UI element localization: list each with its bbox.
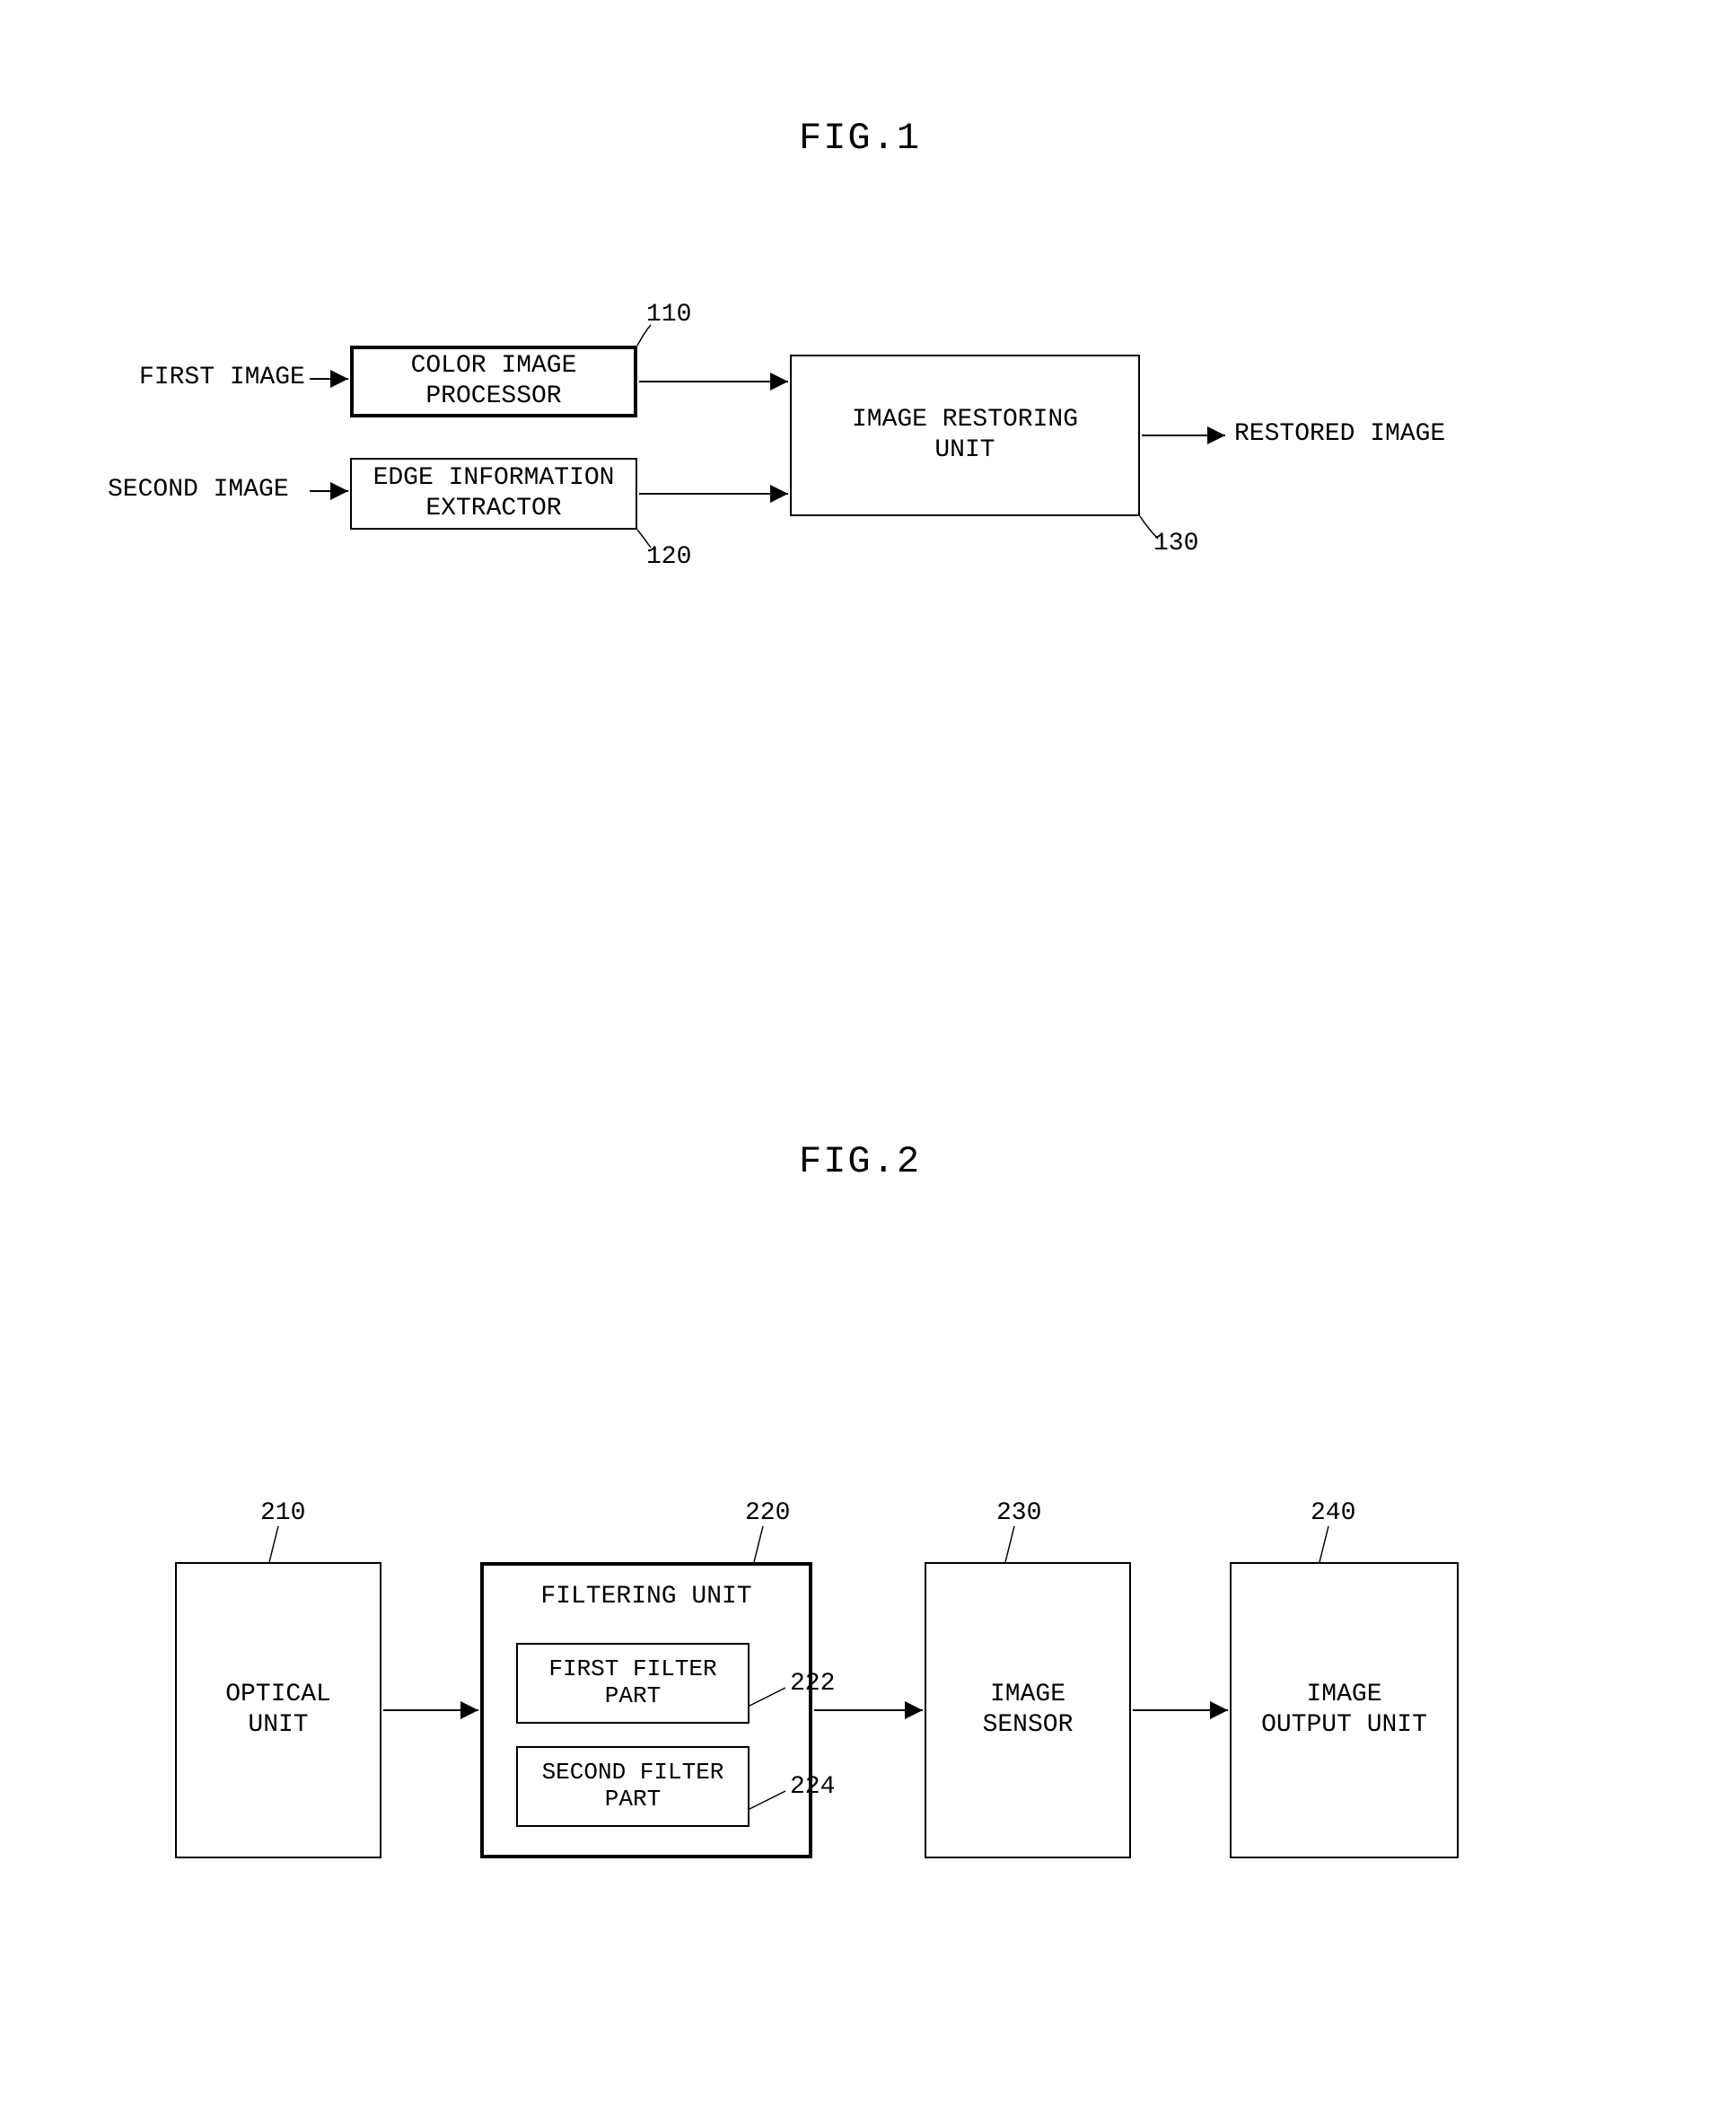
image-sensor-box: IMAGE SENSOR <box>925 1562 1131 1858</box>
image-output-unit-box: IMAGE OUTPUT UNIT <box>1230 1562 1459 1858</box>
first-filter-part-label: FIRST FILTER PART <box>548 1656 716 1710</box>
leader-240 <box>1320 1526 1328 1562</box>
leader-230 <box>1005 1526 1014 1562</box>
image-sensor-label: IMAGE SENSOR <box>983 1680 1074 1740</box>
ref-120: 120 <box>646 543 691 571</box>
image-restoring-unit-box: IMAGE RESTORING UNIT <box>790 355 1140 516</box>
image-output-unit-label: IMAGE OUTPUT UNIT <box>1261 1680 1427 1740</box>
first-image-label: FIRST IMAGE <box>139 364 305 391</box>
optical-unit-box: OPTICAL UNIT <box>175 1562 381 1858</box>
optical-unit-label: OPTICAL UNIT <box>225 1680 331 1740</box>
ref-230: 230 <box>996 1499 1041 1527</box>
ref-130: 130 <box>1153 530 1198 558</box>
ref-222: 222 <box>790 1670 835 1698</box>
edge-info-extractor-label: EDGE INFORMATION EXTRACTOR <box>373 463 615 523</box>
first-filter-part-box: FIRST FILTER PART <box>516 1643 750 1724</box>
ref-224: 224 <box>790 1773 835 1801</box>
leader-220 <box>754 1526 763 1562</box>
image-restoring-unit-label: IMAGE RESTORING UNIT <box>852 405 1078 465</box>
ref-240: 240 <box>1311 1499 1355 1527</box>
ref-210: 210 <box>260 1499 305 1527</box>
color-image-processor-label: COLOR IMAGE PROCESSOR <box>411 351 577 411</box>
fig1-title: FIG.1 <box>799 117 921 160</box>
second-filter-part-label: SECOND FILTER PART <box>542 1760 724 1813</box>
second-image-label: SECOND IMAGE <box>108 476 289 504</box>
filtering-unit-label: FILTERING UNIT <box>540 1582 751 1612</box>
fig2-title: FIG.2 <box>799 1140 921 1183</box>
color-image-processor-box: COLOR IMAGE PROCESSOR <box>350 346 637 417</box>
ref-220: 220 <box>745 1499 790 1527</box>
ref-110: 110 <box>646 301 691 329</box>
edge-info-extractor-box: EDGE INFORMATION EXTRACTOR <box>350 458 637 530</box>
leader-210 <box>269 1526 278 1562</box>
restored-image-label: RESTORED IMAGE <box>1234 420 1445 448</box>
second-filter-part-box: SECOND FILTER PART <box>516 1746 750 1827</box>
